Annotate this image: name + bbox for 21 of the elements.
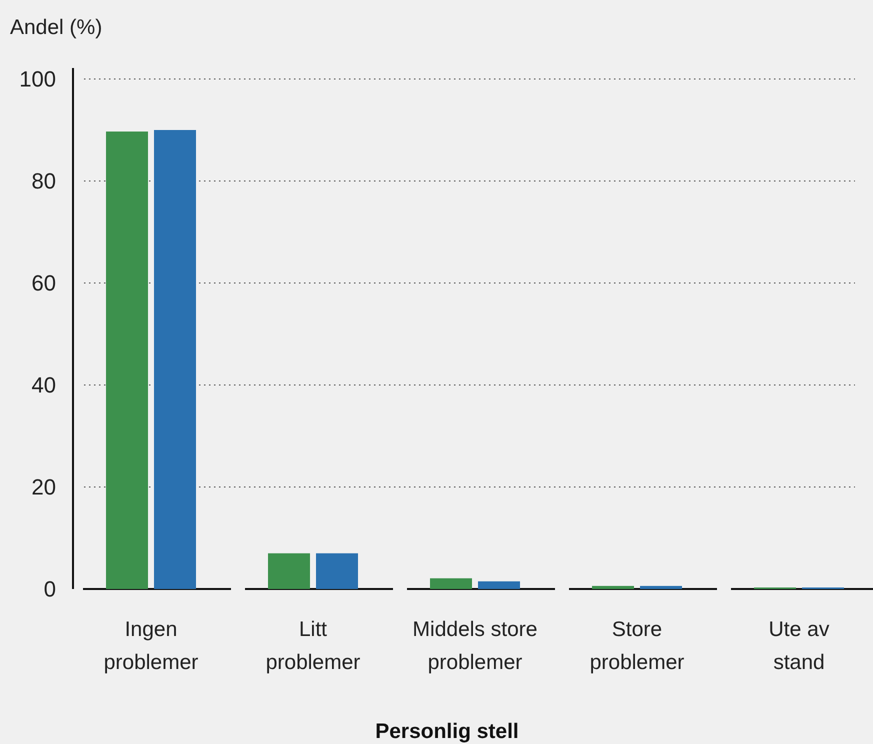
bar [640,586,682,589]
bar [268,553,310,589]
bar [316,553,358,589]
x-tick-label: Store problemer [590,618,684,674]
y-tick-label: 60 [32,270,56,296]
x-tick-label: Ute av stand [768,618,830,674]
y-tick-label: 100 [19,66,56,92]
x-tick-label: Litt problemer [266,618,360,674]
x-tick-label: Ingen problemer [104,618,198,674]
bar [154,130,196,589]
y-tick-label: 80 [32,168,56,194]
y-tick-label: 20 [32,474,56,500]
x-tick-label: Middels store problemer [412,618,538,674]
y-tick-label: 0 [44,576,56,602]
bar [430,578,472,589]
bar [592,586,634,589]
y-axis-title: Andel (%) [10,16,102,39]
bar [106,132,148,589]
y-tick-label: 40 [32,372,56,398]
x-axis-title: Personlig stell [375,720,519,743]
bar [478,581,520,589]
